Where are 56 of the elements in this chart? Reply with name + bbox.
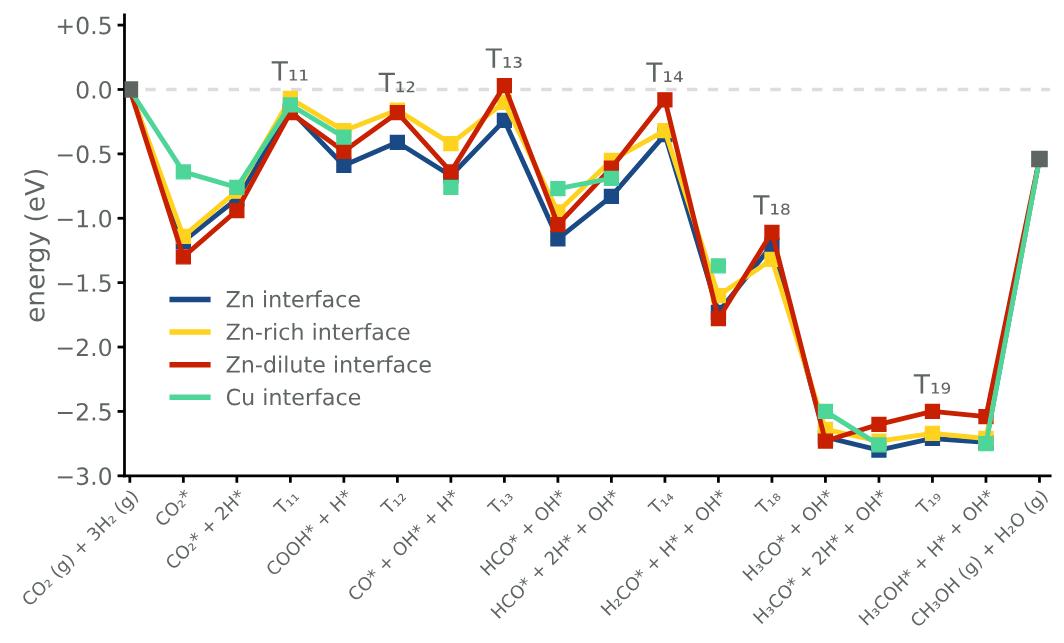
point (336, 129, 352, 145)
point (550, 217, 566, 233)
annotation: T₁₉ (913, 374, 951, 394)
annotation: T₁₄ (646, 62, 683, 82)
point (175, 164, 191, 180)
point (817, 433, 834, 449)
y-tick-label: −2.5 (57, 402, 111, 421)
x-tick-label: T₁₁ (272, 488, 300, 516)
point (657, 92, 673, 108)
x-tick-label: T₁₉ (914, 488, 942, 516)
point (924, 403, 941, 420)
point (817, 403, 834, 420)
point (389, 134, 406, 150)
point (871, 437, 887, 453)
point (443, 164, 459, 180)
annotation: T₁₂ (378, 72, 415, 93)
point (924, 425, 941, 441)
point (336, 143, 352, 159)
x-tick-label: T₁₄ (647, 488, 675, 516)
point (550, 181, 566, 197)
point (336, 157, 352, 174)
point (871, 416, 887, 432)
y-tick-label: −1.0 (57, 209, 112, 228)
y-axis-title: energy (eV) (24, 169, 50, 322)
x-tick-label: T₁₂ (379, 488, 407, 516)
annotation: T₁₁ (271, 61, 308, 81)
point (764, 224, 780, 241)
point (443, 135, 459, 152)
legend-label: Zn-rich interface (226, 322, 410, 341)
point (603, 188, 620, 205)
y-tick-label: −0.5 (57, 145, 111, 164)
point (282, 97, 299, 113)
y-tick-label: +0.5 (57, 16, 111, 35)
point (496, 77, 513, 94)
legend-label: Zn-dilute interface (226, 355, 431, 373)
x-tick-label: CO₂ (g) + 3H₂ (g) (20, 488, 142, 610)
point (229, 202, 245, 219)
point (710, 311, 727, 327)
annotation: T₁₃ (485, 48, 522, 68)
point (124, 81, 139, 98)
legend-label: Zn interface (226, 290, 360, 308)
y-tick-label: −1.5 (57, 274, 111, 292)
y-tick-label: −2.0 (57, 338, 112, 357)
annotation: T₁₈ (753, 195, 790, 215)
point (229, 179, 245, 195)
x-tick-label: T₁₃ (486, 488, 514, 516)
point (175, 249, 191, 265)
point (1031, 150, 1048, 168)
x-tick-label: T₁₈ (754, 488, 782, 516)
point (550, 231, 566, 247)
y-tick-label: 0.0 (76, 80, 112, 99)
legend-label: Cu interface (226, 388, 361, 406)
point (603, 170, 620, 186)
point (443, 179, 459, 195)
y-tick-label: −3.0 (57, 467, 112, 486)
point (710, 258, 727, 274)
